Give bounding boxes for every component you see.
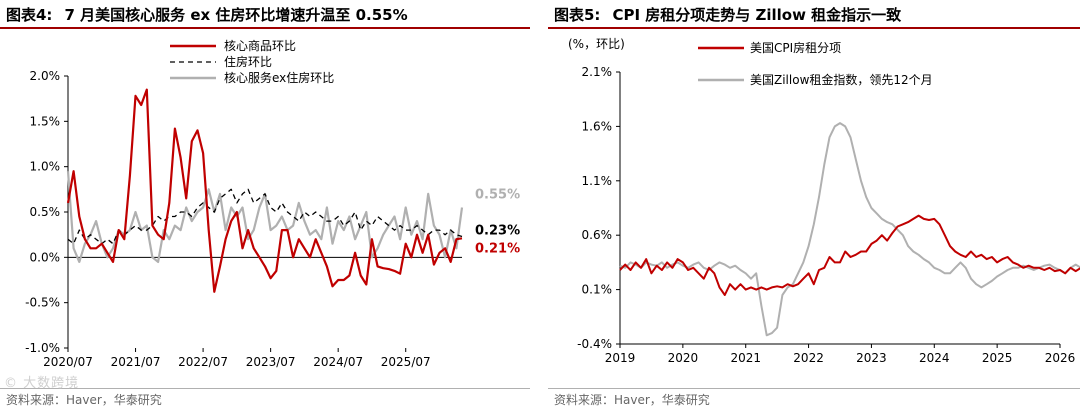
right-source-rule: [548, 388, 1080, 389]
left-chart: -1.0% -0.5% 0.0% 0.5% 1.0% 1.5% 2.0% 2020/07 202…: [25, 38, 520, 369]
y-tick-label: 0.6%: [582, 228, 613, 242]
x-tick-label: 2024: [919, 351, 950, 365]
y-tick-label: 2.0%: [30, 69, 61, 83]
y-tick-label: 0.0%: [30, 250, 61, 264]
right-figure-title-text: CPI 房租分项走势与 Zillow 租金指示一致: [612, 6, 902, 24]
series-line-2: [67, 188, 463, 245]
x-tick-label: 2024/07: [313, 355, 363, 369]
series-line-1: [66, 88, 463, 293]
x-tick-label: 2021/07: [111, 355, 161, 369]
y-tick-label: -0.4%: [577, 337, 612, 351]
x-tick-label: 2023/07: [246, 355, 296, 369]
y-tick-label: 1.5%: [30, 114, 61, 128]
y-tick-label: 0.1%: [582, 283, 613, 297]
right-figure-number: 图表5:: [554, 6, 601, 24]
x-tick-label: 2022/07: [178, 355, 228, 369]
x-tick-label: 2019: [605, 351, 636, 365]
legend-label-2: 住房环比: [224, 54, 272, 69]
x-tick-label: 2020/07: [43, 355, 93, 369]
x-tick-label: 2022: [793, 351, 824, 365]
x-tick-label: 2023: [856, 351, 887, 365]
series-line-2: [619, 122, 1080, 337]
x-tick-label: 2025/07: [381, 355, 431, 369]
y-tick-label: 0.5%: [30, 205, 61, 219]
legend-label-3: 核心服务ex住房环比: [224, 70, 334, 85]
series-line-1: [619, 214, 1080, 296]
left-figure-title-text: 7 月美国核心服务 ex 住房环比增速升温至 0.55%: [64, 6, 408, 24]
legend-label-2: 美国Zillow租金指数，领先12个月: [750, 72, 933, 87]
legend-label-1: 核心商品环比: [224, 38, 296, 53]
right-source-note: 资料来源：Haver，华泰研究: [554, 393, 710, 407]
end-value-label-2: 0.23%: [475, 223, 520, 238]
y-tick-label: 1.6%: [582, 119, 613, 133]
end-value-label-3: 0.55%: [475, 187, 520, 202]
left-figure-number: 图表4:: [6, 6, 53, 24]
legend-label-1: 美国CPI房租分项: [750, 40, 841, 55]
right-title-rule: [548, 27, 1080, 29]
right-figure: 图表5: CPI 房租分项走势与 Zillow 租金指示一致 (%，环比) -0.4…: [548, 0, 1080, 410]
left-source-note: 资料来源：Haver，华泰研究: [6, 393, 162, 407]
left-figure: 图表4: 7 月美国核心服务 ex 住房环比增速升温至 0.55% -1.0% -0…: [0, 0, 530, 410]
right-figure-title: 图表5: CPI 房租分项走势与 Zillow 租金指示一致: [554, 4, 901, 25]
end-value-label-1: 0.21%: [475, 241, 520, 256]
x-tick-label: 2026: [1045, 351, 1076, 365]
left-source-rule: [0, 388, 530, 389]
y-tick-label: 1.1%: [582, 174, 613, 188]
x-tick-label: 2020: [668, 351, 699, 365]
y-tick-label: -0.5%: [25, 296, 60, 310]
left-title-rule: [0, 27, 530, 29]
watermark-text: © 大数跨境: [4, 376, 80, 391]
y-tick-label: -1.0%: [25, 341, 60, 355]
right-chart: (%，环比) -0.4% 0.1% 0.6% 1.1% 1.6% 2.1% 2019 2020 2…: [568, 37, 1080, 365]
y-unit-label: (%，环比): [568, 37, 625, 51]
x-tick-label: 2025: [982, 351, 1013, 365]
y-tick-label: 2.1%: [582, 65, 613, 79]
y-tick-label: 1.0%: [30, 160, 61, 174]
left-figure-title: 图表4: 7 月美国核心服务 ex 住房环比增速升温至 0.55%: [6, 4, 408, 25]
x-tick-label: 2021: [730, 351, 761, 365]
